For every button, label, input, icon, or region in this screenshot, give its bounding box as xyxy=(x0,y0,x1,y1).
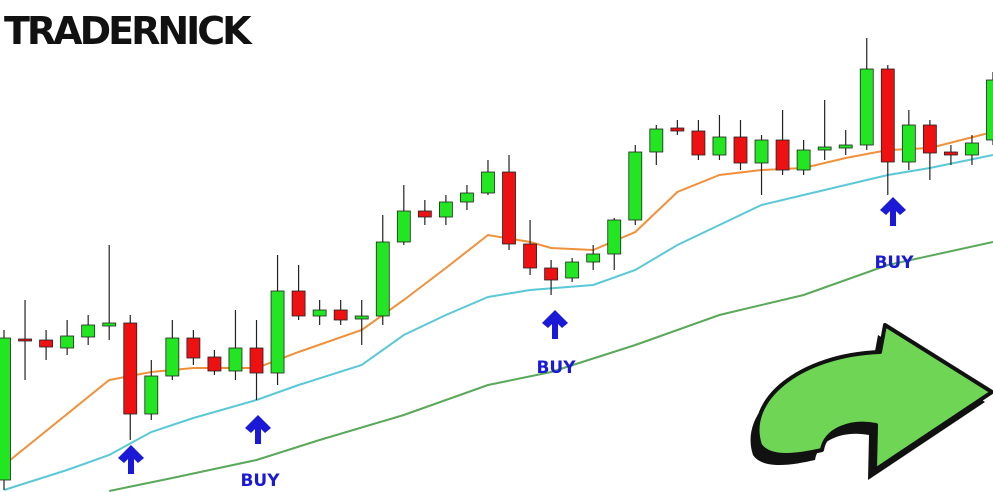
moving-average-line xyxy=(108,241,993,492)
moving-averages xyxy=(3,131,993,492)
buy-arrows xyxy=(118,197,906,474)
candle-body xyxy=(0,337,11,481)
candle-body xyxy=(733,136,748,164)
candle-body xyxy=(249,347,264,374)
candle-body xyxy=(859,68,874,146)
candle-body xyxy=(312,309,327,317)
candle-body xyxy=(986,79,993,141)
candle-body xyxy=(144,375,159,415)
candle-body xyxy=(922,124,937,154)
candle-body xyxy=(944,151,958,156)
candle-body xyxy=(754,139,769,164)
moving-average-line xyxy=(3,154,993,491)
candle-body xyxy=(207,356,222,372)
candle-body xyxy=(396,210,411,243)
buy-label: BUY xyxy=(536,358,576,378)
candle-body xyxy=(460,192,474,203)
candle-body xyxy=(649,128,664,153)
logo: TRADERNICK xyxy=(4,9,253,53)
buy-arrow xyxy=(880,197,906,226)
candle-body xyxy=(375,241,390,317)
curved-arrow xyxy=(750,323,993,480)
candle-body xyxy=(81,324,96,338)
candle-body xyxy=(39,339,53,348)
buy-label: BUY xyxy=(240,471,280,491)
candle-body xyxy=(18,338,32,342)
candle-body xyxy=(628,151,643,221)
moving-average-line xyxy=(3,131,993,466)
candle-body xyxy=(102,322,117,327)
candle-body xyxy=(270,290,285,374)
candle-body xyxy=(228,347,243,372)
buy-label: BUY xyxy=(874,253,914,273)
candle-body xyxy=(817,146,832,151)
candle-body xyxy=(60,335,75,349)
candle-body xyxy=(880,68,895,163)
candle-body xyxy=(523,243,537,269)
candle-body xyxy=(502,171,516,245)
candle-body xyxy=(712,136,727,156)
candle-body xyxy=(775,139,790,171)
candle-body xyxy=(670,127,685,132)
candle-body xyxy=(333,309,348,321)
buy-arrow xyxy=(542,310,568,339)
candle-body xyxy=(586,253,601,263)
candle-body xyxy=(417,210,432,218)
candle-body xyxy=(565,261,580,279)
candle-body xyxy=(838,144,853,149)
candle-body xyxy=(901,124,916,163)
candle-body xyxy=(691,130,706,156)
arrow-body xyxy=(755,323,993,472)
candle-body xyxy=(291,290,306,317)
candle-body xyxy=(607,219,622,255)
candle-body xyxy=(165,337,180,377)
candle-body xyxy=(481,171,495,194)
candle-body xyxy=(438,201,453,218)
candle-body xyxy=(796,149,811,171)
buy-arrow xyxy=(245,415,271,444)
candle-body xyxy=(123,322,138,415)
candles xyxy=(0,38,993,490)
buy-arrow xyxy=(118,445,144,474)
candle-body xyxy=(354,315,369,320)
candle-body xyxy=(965,142,979,156)
candle-body xyxy=(544,267,559,281)
candle-body xyxy=(186,337,201,359)
